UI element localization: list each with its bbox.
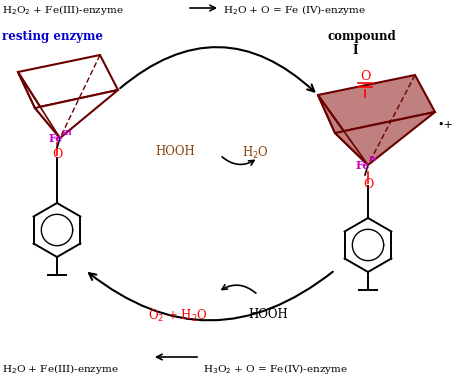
Text: O$_2$ + H$_2$O: O$_2$ + H$_2$O [148, 308, 208, 324]
Text: I: I [352, 44, 357, 57]
Text: H$_3$O$_2$ + O = Fe(IV)-enzyme: H$_3$O$_2$ + O = Fe(IV)-enzyme [203, 362, 348, 376]
Polygon shape [18, 72, 60, 138]
Text: H$_2$O + Fe(III)-enzyme: H$_2$O + Fe(III)-enzyme [2, 362, 118, 376]
Text: O: O [360, 70, 370, 83]
Polygon shape [335, 112, 435, 165]
Text: H$_2$O: H$_2$O [242, 145, 268, 161]
Text: Fe: Fe [49, 133, 64, 144]
Text: Fe: Fe [356, 160, 370, 171]
Polygon shape [318, 75, 435, 133]
Polygon shape [35, 90, 118, 138]
Polygon shape [18, 55, 118, 108]
Text: HOOH: HOOH [155, 145, 195, 158]
FancyArrowPatch shape [222, 157, 254, 165]
Text: HOOH: HOOH [248, 308, 288, 321]
Text: resting enzyme: resting enzyme [2, 30, 103, 43]
Text: III: III [62, 129, 73, 137]
FancyArrowPatch shape [89, 272, 333, 320]
Text: IV: IV [369, 155, 379, 163]
Text: O: O [52, 148, 62, 161]
Text: compound: compound [328, 30, 397, 43]
FancyArrowPatch shape [222, 285, 256, 293]
Text: •+: •+ [437, 120, 453, 130]
Text: H$_2$O$_2$ + Fe(III)-enzyme: H$_2$O$_2$ + Fe(III)-enzyme [2, 3, 124, 17]
Text: O: O [363, 178, 373, 191]
Text: H$_2$O + O = Fe (IV)-enzyme: H$_2$O + O = Fe (IV)-enzyme [223, 3, 366, 17]
FancyArrowPatch shape [120, 47, 314, 91]
Polygon shape [318, 95, 368, 165]
